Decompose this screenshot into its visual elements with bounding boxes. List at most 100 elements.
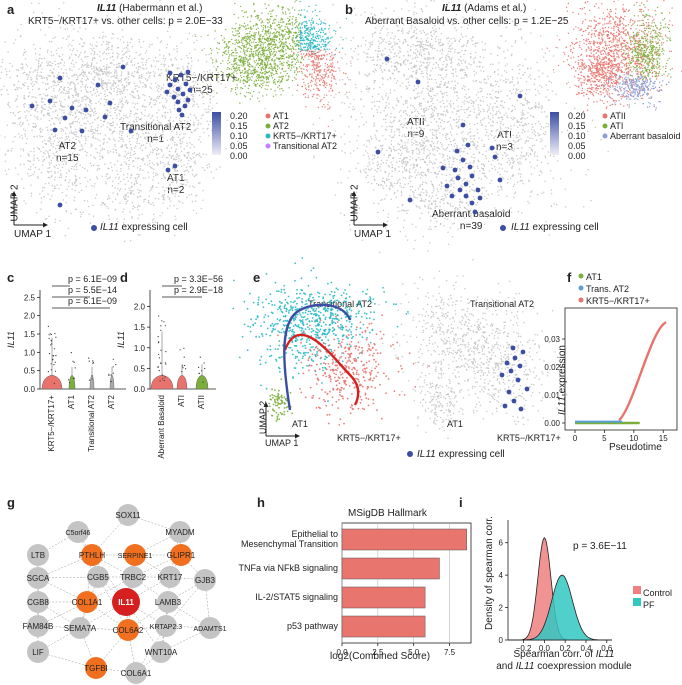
cell-point xyxy=(7,103,9,105)
cell-point xyxy=(192,35,194,37)
cell-point xyxy=(234,39,236,42)
cell-point xyxy=(68,95,70,97)
cell-point xyxy=(75,133,77,135)
cell-point xyxy=(108,177,110,179)
cell-point xyxy=(127,123,129,125)
cell-point xyxy=(195,80,197,83)
cell-point xyxy=(277,86,279,88)
cell-point xyxy=(237,78,240,80)
cell-point xyxy=(260,83,262,85)
cell-point xyxy=(74,116,77,119)
cell-point xyxy=(33,147,35,150)
cell-point xyxy=(57,14,60,17)
cell-point xyxy=(114,111,116,114)
cell-point xyxy=(114,209,117,211)
cell-point xyxy=(313,26,315,28)
cell-point xyxy=(132,160,134,162)
cell-point xyxy=(80,80,82,82)
cell-point xyxy=(36,71,39,73)
cell-point xyxy=(271,77,274,79)
cell-point xyxy=(136,196,139,198)
cell-point xyxy=(247,38,249,40)
cell-point xyxy=(102,143,105,145)
cell-point xyxy=(60,46,63,49)
cell-point xyxy=(58,81,61,83)
expr-legend-e: IL11 expressing cell xyxy=(417,449,505,460)
cell-point xyxy=(138,38,140,41)
legend-atii: ATII xyxy=(610,111,626,121)
cell-point xyxy=(236,33,238,35)
cell-point xyxy=(144,109,147,111)
cell-point xyxy=(12,112,15,115)
cell-point xyxy=(43,139,46,141)
cell-point xyxy=(123,178,125,181)
cell-point xyxy=(339,27,341,29)
cell-point xyxy=(52,98,54,101)
cell-point xyxy=(299,27,301,30)
cell-point xyxy=(240,47,243,50)
cell-point xyxy=(119,101,121,103)
cell-point xyxy=(30,82,32,85)
scale-tick: 0.10 xyxy=(568,131,586,141)
cell-point xyxy=(70,126,72,128)
cell-point xyxy=(259,38,261,40)
cell-point xyxy=(318,29,321,31)
cell-point xyxy=(277,57,279,59)
cell-point xyxy=(232,43,234,45)
cell-point xyxy=(5,70,8,73)
cell-point xyxy=(258,64,261,67)
cell-point xyxy=(162,186,164,188)
cell-point xyxy=(279,28,281,30)
cell-point xyxy=(307,96,309,99)
cell-point xyxy=(201,49,203,51)
cell-point xyxy=(301,57,303,60)
cell-point xyxy=(96,53,99,56)
cell-point xyxy=(301,36,303,39)
cell-point xyxy=(79,215,82,218)
cell-point xyxy=(412,70,414,73)
cell-point xyxy=(252,25,255,27)
cell-point xyxy=(316,70,318,72)
cell-point xyxy=(121,137,123,139)
cell-point xyxy=(79,27,81,29)
cell-point xyxy=(227,52,229,54)
cell-point xyxy=(180,150,183,153)
cell-point xyxy=(190,158,193,160)
cell-point xyxy=(140,128,142,131)
cell-point xyxy=(121,84,124,86)
cell-point xyxy=(59,137,61,140)
cell-point xyxy=(141,149,143,152)
cell-point xyxy=(527,200,529,203)
cell-point xyxy=(181,140,184,143)
cell-point xyxy=(127,73,130,75)
cell-point xyxy=(53,101,56,104)
cell-point xyxy=(215,59,217,61)
cell-point xyxy=(42,101,44,103)
cell-point xyxy=(242,25,244,27)
cell-point xyxy=(216,61,218,63)
cell-point xyxy=(68,88,71,90)
cell-point xyxy=(45,19,47,21)
cell-point xyxy=(28,160,30,162)
cell-point xyxy=(178,122,180,125)
cell-point xyxy=(264,47,267,49)
cell-point xyxy=(21,68,24,70)
cell-point xyxy=(118,66,120,68)
cell-point xyxy=(238,66,240,69)
cell-point xyxy=(67,36,69,38)
cell-point xyxy=(49,176,51,179)
cell-point xyxy=(74,113,77,115)
legend-trans-at2: Transitional AT2 xyxy=(273,141,338,151)
cell-point xyxy=(206,166,209,169)
cell-point xyxy=(118,130,121,133)
cell-point xyxy=(46,170,49,173)
cell-point xyxy=(134,103,137,105)
cell-point xyxy=(126,147,128,149)
cell-point xyxy=(50,129,53,131)
cell-point xyxy=(281,21,284,23)
cell-point xyxy=(162,106,165,109)
cell-point xyxy=(122,89,125,92)
cell-point xyxy=(149,125,151,128)
cell-point xyxy=(334,33,337,35)
cell-point xyxy=(7,101,10,104)
